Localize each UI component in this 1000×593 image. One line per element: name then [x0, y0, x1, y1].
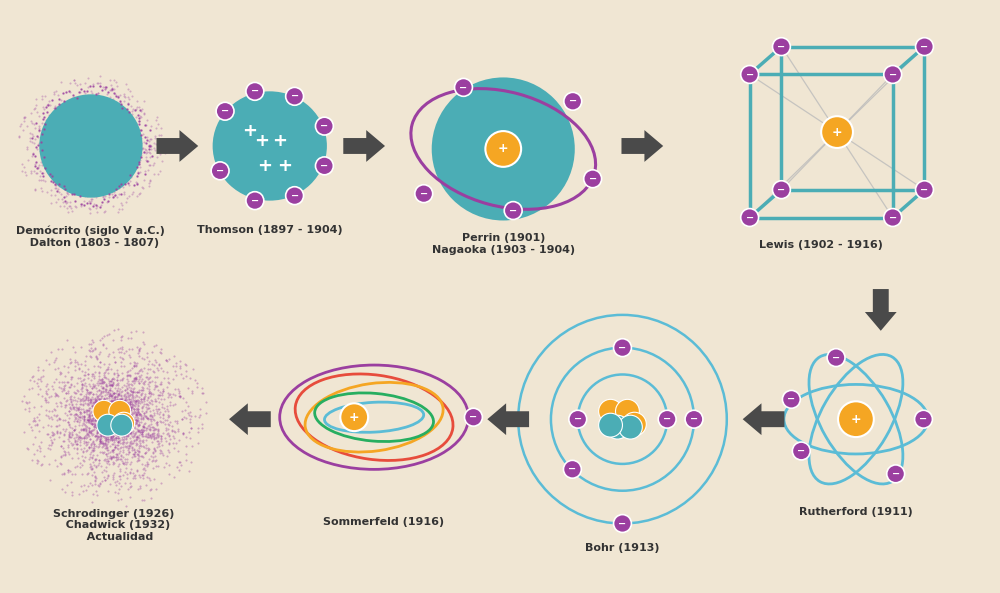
Polygon shape [157, 130, 198, 162]
Circle shape [741, 209, 759, 227]
Circle shape [97, 415, 119, 436]
Text: −: − [618, 343, 627, 353]
Text: −: − [690, 414, 698, 424]
Text: +: + [254, 132, 269, 150]
Circle shape [415, 185, 433, 203]
Text: −: − [459, 82, 468, 93]
Circle shape [109, 400, 131, 422]
Circle shape [792, 442, 810, 460]
Circle shape [887, 465, 905, 483]
Circle shape [622, 412, 646, 436]
Text: Schrodinger (1926)
  Chadwick (1932)
   Actualidad: Schrodinger (1926) Chadwick (1932) Actua… [53, 509, 174, 542]
Circle shape [884, 209, 902, 227]
Circle shape [916, 181, 933, 199]
Circle shape [827, 349, 845, 366]
Circle shape [685, 410, 703, 428]
Text: −: − [221, 106, 229, 116]
Text: −: − [777, 184, 785, 195]
Text: −: − [509, 206, 517, 216]
Text: Sommerfeld (1916): Sommerfeld (1916) [323, 517, 445, 527]
Text: −: − [291, 91, 299, 101]
Ellipse shape [213, 91, 327, 200]
Circle shape [916, 38, 933, 56]
Circle shape [915, 410, 932, 428]
Text: −: − [251, 196, 259, 206]
Circle shape [606, 415, 629, 439]
Circle shape [216, 102, 234, 120]
Circle shape [884, 65, 902, 84]
Polygon shape [487, 403, 529, 435]
Text: −: − [420, 189, 428, 199]
Text: −: − [320, 161, 328, 171]
Circle shape [39, 94, 143, 197]
Circle shape [340, 403, 368, 431]
Text: +: + [349, 411, 360, 424]
Circle shape [93, 400, 115, 422]
Text: Thomson (1897 - 1904): Thomson (1897 - 1904) [197, 225, 343, 235]
Text: −: − [320, 121, 328, 131]
Circle shape [315, 157, 333, 175]
Text: −: − [746, 69, 754, 79]
Text: −: − [746, 212, 754, 222]
Text: −: − [919, 414, 928, 424]
Circle shape [564, 93, 582, 110]
Text: −: − [251, 87, 259, 96]
Text: Perrin (1901)
Nagaoka (1903 - 1904): Perrin (1901) Nagaoka (1903 - 1904) [432, 234, 575, 255]
Text: −: − [832, 353, 840, 362]
Text: +: + [242, 122, 257, 140]
Text: Bohr (1913): Bohr (1913) [585, 543, 660, 553]
Text: −: − [291, 191, 299, 200]
Circle shape [614, 515, 631, 533]
Text: −: − [589, 174, 597, 184]
Text: Rutherford (1911): Rutherford (1911) [799, 506, 913, 517]
Text: −: − [618, 518, 627, 528]
Circle shape [563, 460, 581, 478]
Circle shape [772, 38, 790, 56]
Circle shape [113, 412, 135, 434]
Text: −: − [920, 184, 929, 195]
Circle shape [286, 187, 304, 205]
Circle shape [111, 415, 133, 436]
Text: +: + [851, 413, 861, 426]
Text: −: − [892, 469, 900, 479]
Polygon shape [865, 289, 897, 331]
Text: +: + [498, 142, 509, 155]
Circle shape [772, 181, 790, 199]
Text: Demócrito (siglo V a.C.)
  Dalton (1803 - 1807): Demócrito (siglo V a.C.) Dalton (1803 - … [16, 225, 165, 247]
Circle shape [599, 399, 622, 423]
Text: −: − [663, 414, 671, 424]
Text: +: + [277, 157, 292, 175]
Text: −: − [574, 414, 582, 424]
Circle shape [821, 116, 853, 148]
Circle shape [618, 415, 642, 439]
Text: +: + [257, 157, 272, 175]
Text: −: − [787, 394, 795, 404]
Text: −: − [568, 464, 576, 474]
Circle shape [838, 401, 874, 437]
Polygon shape [621, 130, 663, 162]
Circle shape [658, 410, 676, 428]
Circle shape [616, 399, 639, 423]
Text: Lewis (1902 - 1916): Lewis (1902 - 1916) [759, 240, 883, 250]
Text: −: − [889, 212, 897, 222]
Circle shape [569, 410, 587, 428]
Circle shape [246, 82, 264, 100]
Text: −: − [889, 69, 897, 79]
Circle shape [464, 408, 482, 426]
Circle shape [504, 202, 522, 219]
Circle shape [599, 413, 622, 437]
Circle shape [455, 78, 472, 96]
Circle shape [782, 390, 800, 408]
Circle shape [584, 170, 602, 188]
Polygon shape [743, 403, 784, 435]
Circle shape [485, 131, 521, 167]
Text: −: − [777, 42, 785, 52]
Text: −: − [469, 412, 478, 422]
Circle shape [286, 87, 304, 105]
Circle shape [315, 117, 333, 135]
Text: −: − [920, 42, 929, 52]
Text: −: − [797, 446, 805, 456]
Text: +: + [832, 126, 842, 139]
Polygon shape [229, 403, 271, 435]
Polygon shape [343, 130, 385, 162]
